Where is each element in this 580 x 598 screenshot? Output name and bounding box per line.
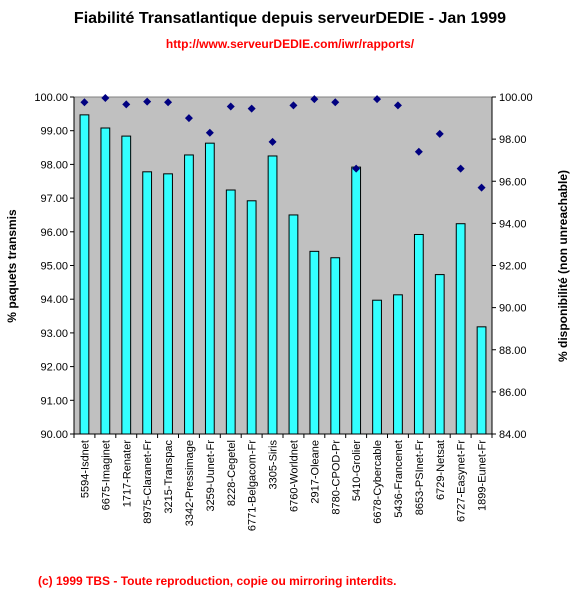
availability-point — [205, 128, 214, 137]
bar — [330, 257, 341, 435]
y-right-tick-label: 96.00 — [499, 176, 527, 188]
availability-point — [226, 102, 235, 111]
y-left-tick-label: 91.00 — [40, 395, 68, 407]
report-url[interactable]: http://www.serveurDEDIE.com/iwr/rapports… — [165, 37, 415, 51]
availability-point — [435, 129, 444, 138]
availability-point — [164, 98, 173, 107]
availability-point — [289, 101, 298, 110]
availability-point — [477, 183, 486, 192]
bar — [163, 173, 173, 435]
y-left-tick-label: 98.00 — [40, 159, 68, 171]
x-tick-label: 1717-Renater — [121, 440, 133, 508]
y-left-tick-label: 93.00 — [40, 328, 68, 340]
x-tick-label: 6729-Netsat — [435, 440, 447, 500]
bar — [372, 299, 382, 435]
y-right-tick-label: 100.00 — [499, 92, 533, 104]
bar — [476, 326, 487, 435]
chart-title: Fiabilité Transatlantique depuis serveur… — [73, 10, 507, 27]
y-left-tick-label: 94.00 — [40, 294, 68, 306]
y-left-tick-label: 99.00 — [40, 126, 68, 138]
bar — [121, 135, 132, 435]
y-left-tick-label: 92.00 — [40, 362, 68, 374]
y-left-tick-label: 95.00 — [40, 261, 68, 273]
bar — [351, 166, 362, 435]
availability-point — [247, 104, 256, 113]
x-tick-label: 6771-Belgacom-Fr — [247, 440, 259, 531]
y-right-tick-label: 90.00 — [499, 303, 527, 315]
x-tick-label: 3305-Siris — [268, 440, 280, 490]
y-right-tick-label: 92.00 — [499, 261, 527, 273]
x-tick-label: 6675-Imaginet — [100, 440, 112, 510]
availability-point — [143, 97, 152, 106]
y-left-tick-label: 97.00 — [40, 193, 68, 205]
x-tick-label: 8228-Cegetel — [226, 440, 238, 506]
y-right-tick-label: 88.00 — [499, 345, 527, 357]
availability-point — [184, 114, 193, 123]
availability-point — [122, 100, 131, 109]
availability-point — [414, 147, 423, 156]
x-tick-label: 6727-Easynet-Fr — [456, 440, 468, 522]
availability-point — [456, 164, 465, 173]
y-right-tick-label: 86.00 — [499, 387, 527, 399]
x-tick-label: 3342-Pressimage — [184, 440, 196, 526]
y-right-tick-label: 98.00 — [499, 134, 527, 146]
x-tick-label: 2917-Oleane — [309, 440, 321, 504]
bar — [204, 142, 215, 435]
availability-point — [352, 164, 361, 173]
x-tick-label: 8780-CPOD-Pr — [330, 440, 342, 515]
x-tick-label: 6678-Cybercable — [372, 440, 384, 524]
x-tick-label: 5436-Francenet — [393, 440, 405, 518]
bar — [79, 114, 90, 435]
x-tick-label: 5410-Grolier — [351, 440, 363, 501]
availability-point — [393, 101, 402, 110]
x-tick-label: 8975-Claranet-Fr — [142, 440, 154, 524]
plot-background — [73, 96, 493, 435]
availability-point — [310, 95, 319, 104]
x-tick-label: 8653-PSInet-Fr — [414, 440, 426, 516]
bar — [142, 171, 153, 435]
bar — [413, 233, 424, 435]
y-right-tick-label: 84.00 — [499, 429, 527, 441]
x-tick-label: 6760-Worldnet — [288, 440, 300, 512]
copyright-notice: (c) 1999 TBS - Toute reproduction, copie… — [38, 574, 397, 588]
bar — [288, 214, 299, 435]
availability-point — [373, 95, 382, 104]
bar — [455, 223, 466, 435]
x-tick-label: 3259-Uunet-Fr — [205, 440, 217, 512]
bar — [393, 294, 403, 435]
availability-point — [80, 98, 89, 107]
y-left-tick-label: 100.00 — [34, 92, 68, 104]
availability-point — [268, 137, 277, 146]
y-right-tick-label: 94.00 — [499, 218, 527, 230]
x-tick-label: 5594-Isdnet — [79, 440, 91, 498]
bar — [225, 189, 236, 435]
bar — [184, 154, 194, 435]
bar — [434, 274, 445, 435]
availability-point — [331, 98, 340, 107]
bar — [246, 200, 257, 435]
availability-point — [101, 94, 110, 103]
bar — [100, 127, 111, 435]
y-left-tick-label: 96.00 — [40, 227, 68, 239]
x-tick-label: 3215-Transpac — [163, 440, 175, 514]
bar — [309, 250, 320, 435]
bar — [267, 155, 278, 435]
x-tick-label: 1899-Eunet-Fr — [477, 440, 489, 511]
y-left-tick-label: 90.00 — [40, 429, 68, 441]
